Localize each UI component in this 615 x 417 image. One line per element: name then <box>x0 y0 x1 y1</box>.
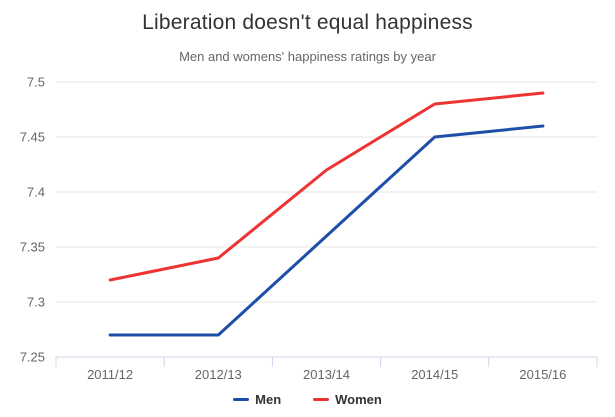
x-axis-tick-label: 2012/13 <box>195 367 242 382</box>
chart-title: Liberation doesn't equal happiness <box>142 11 473 34</box>
chart-subtitle: Men and womens' happiness ratings by yea… <box>179 49 436 64</box>
x-axis-tick-label: 2013/14 <box>303 367 350 382</box>
legend-label-men: Men <box>255 392 282 407</box>
y-axis-tick-label: 7.45 <box>20 130 45 145</box>
series-line-women[interactable] <box>108 91 545 282</box>
legend-item-women[interactable]: Women <box>313 392 382 407</box>
x-axis-tick-label: 2011/12 <box>87 367 133 382</box>
legend-item-men[interactable]: Men <box>233 392 281 407</box>
women-series-marker-icon <box>313 398 330 401</box>
x-axis-tick-label: 2014/15 <box>411 367 458 382</box>
y-axis-tick-label: 7.25 <box>20 350 45 365</box>
y-axis-tick-label: 7.4 <box>27 185 45 200</box>
legend-label-women: Women <box>335 392 382 407</box>
y-axis-tick-label: 7.3 <box>27 295 45 310</box>
y-axis-tick-label: 7.5 <box>27 75 45 90</box>
x-axis-tick-label: 2015/16 <box>519 367 566 382</box>
men-series-marker-icon <box>233 398 250 401</box>
y-axis-tick-label: 7.35 <box>20 240 45 255</box>
legend: Men Women <box>0 392 615 407</box>
series-line-men[interactable] <box>108 124 545 337</box>
